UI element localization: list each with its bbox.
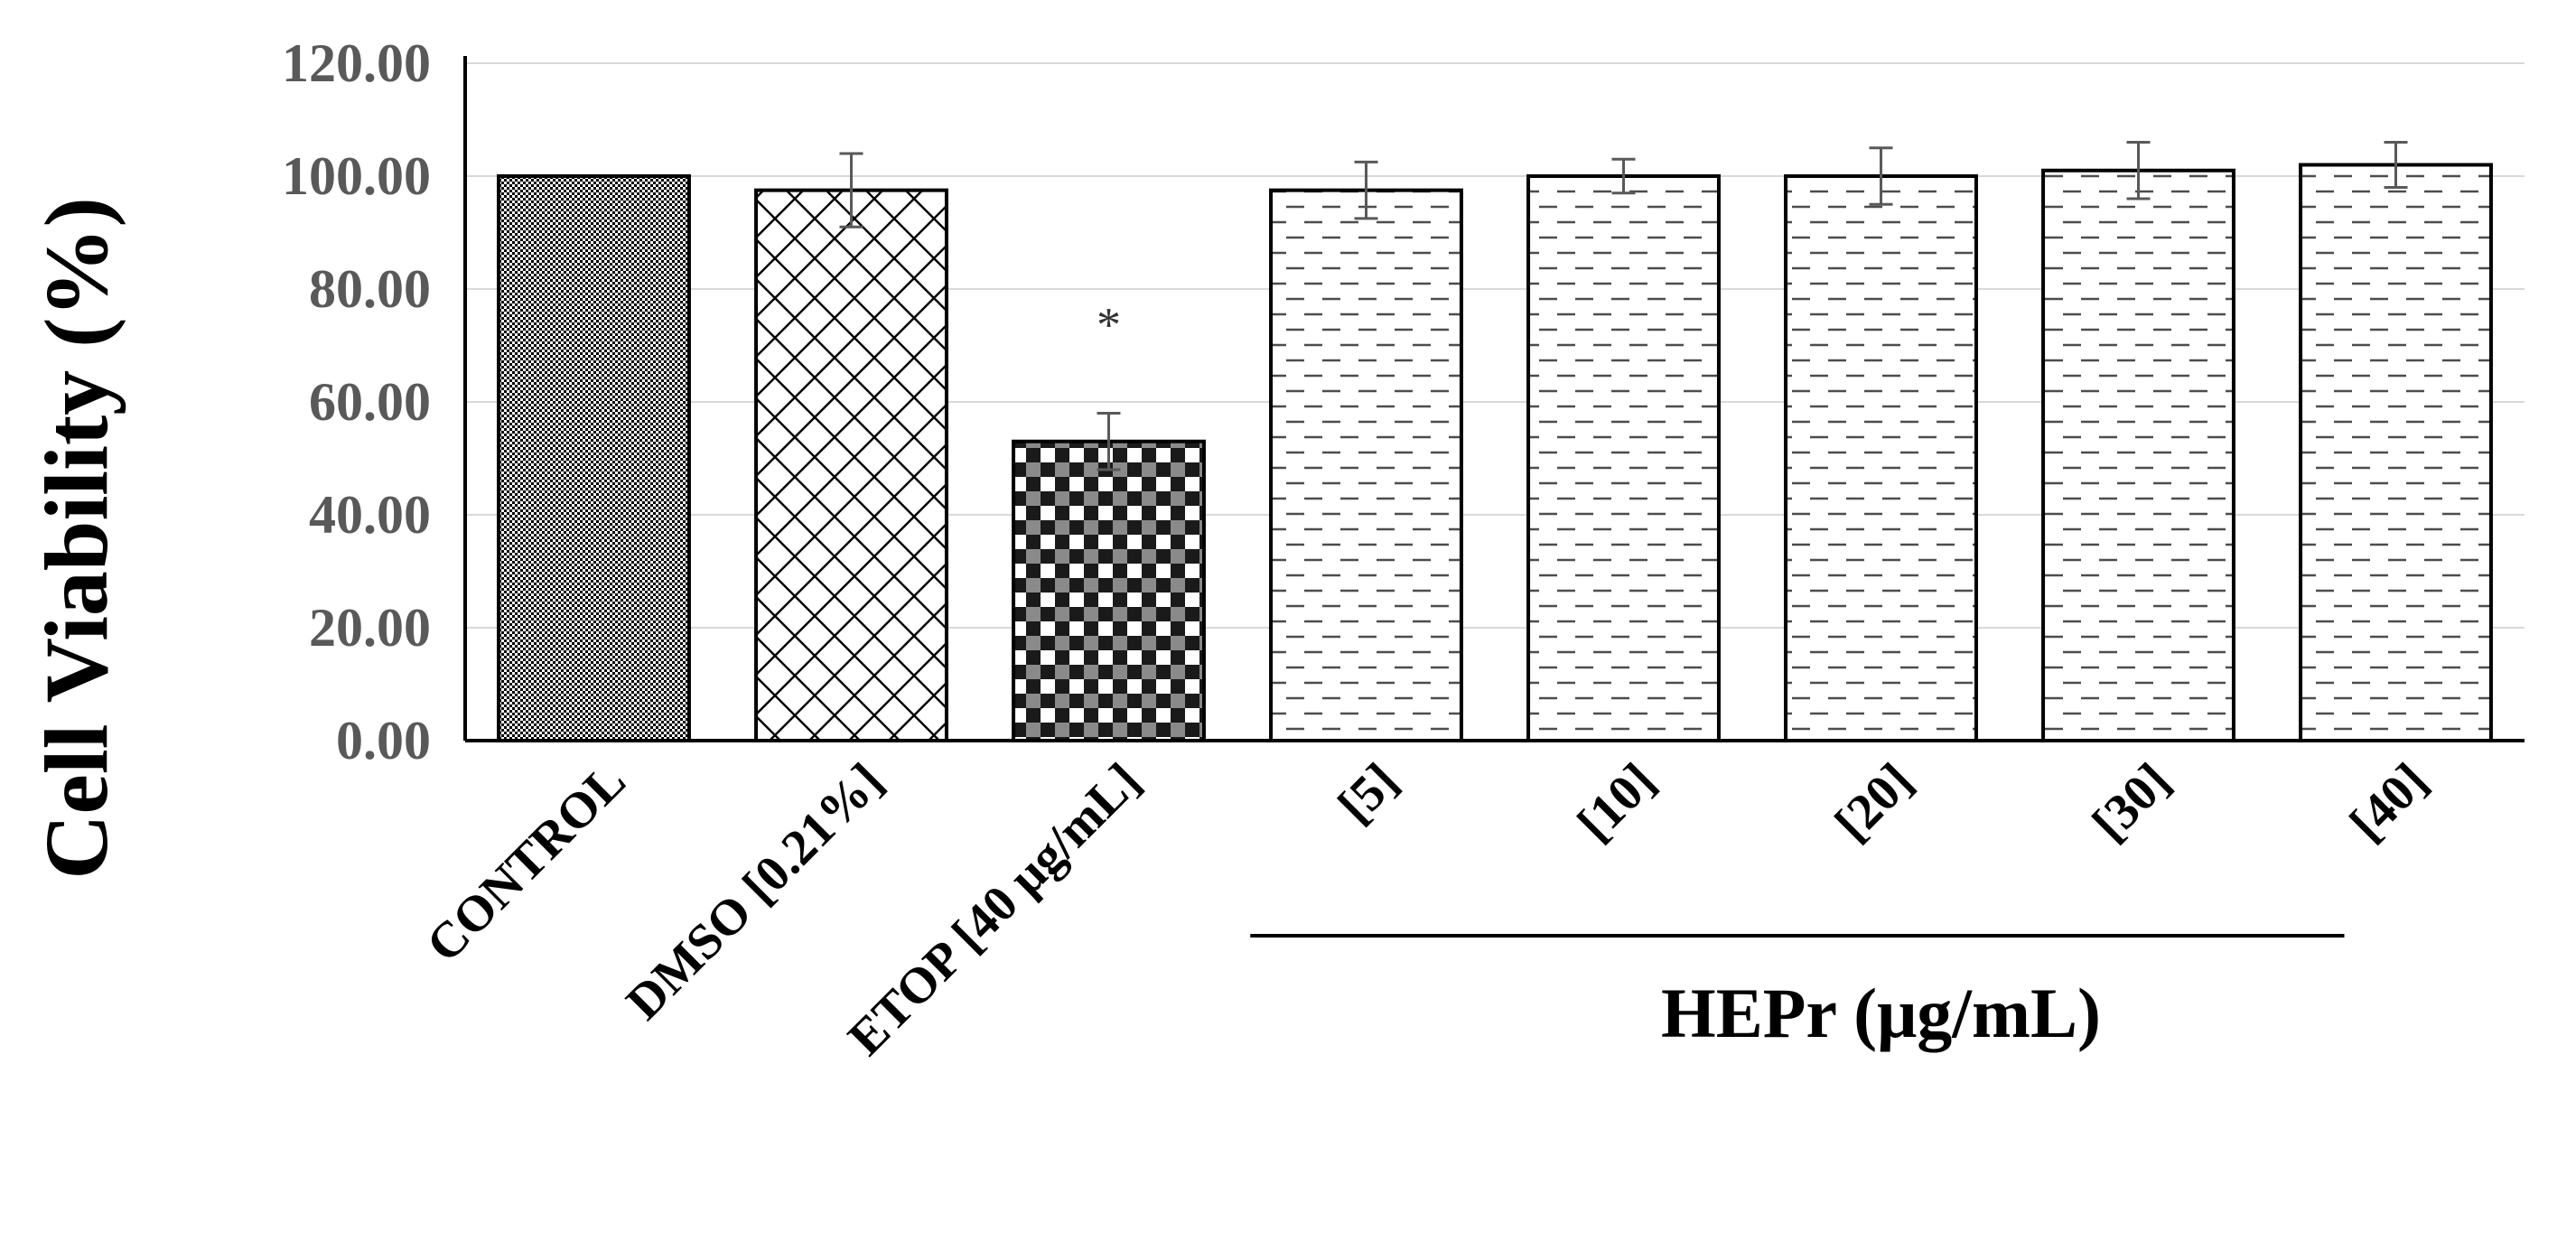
group-bracket: HEPr (μg/mL) [1250, 934, 2345, 1052]
y-tick-label-0: 0.00 [336, 711, 431, 770]
error-bar-2 [1097, 412, 1121, 471]
y-tick-labels: 0.00 20.00 40.00 60.00 80.00 100.00 120.00 [282, 33, 431, 770]
bar-7 [2299, 163, 2493, 742]
x-tick-label-4: [10] [1567, 752, 1666, 852]
x-tick-label-0: CONTROL [416, 752, 637, 973]
bar-1 [754, 188, 948, 742]
significance-marker-0: * [1097, 298, 1121, 352]
y-tick-label-1: 20.00 [309, 598, 431, 658]
error-bar-1 [839, 152, 863, 229]
x-tick-label-5: [20] [1825, 752, 1924, 852]
error-bar-5 [1869, 146, 1893, 206]
y-tick-label-5: 100.00 [282, 146, 431, 206]
error-bar-6 [2126, 141, 2151, 201]
y-tick-label-3: 60.00 [309, 372, 431, 432]
y-tick-label-2: 40.00 [309, 485, 431, 545]
y-axis-label: Cell Viability (%) [26, 197, 126, 880]
x-tick-label-7: [40] [2339, 752, 2439, 852]
annotations: * [1097, 298, 1121, 352]
x-tick-label-1: DMSO [0.21%] [616, 752, 894, 1031]
axes [463, 56, 2525, 742]
error-bar-3 [1354, 160, 1378, 220]
y-tick-label-6: 120.00 [282, 33, 431, 93]
bar-3 [1269, 188, 1463, 742]
error-bars [839, 141, 2408, 471]
group-label: HEPr (μg/mL) [1661, 974, 2101, 1052]
bars [497, 163, 2493, 742]
x-tick-label-3: [5] [1328, 752, 1409, 834]
x-tick-label-6: [30] [2082, 752, 2181, 852]
bar-4 [1526, 174, 1721, 742]
error-bar-4 [1611, 157, 1636, 195]
y-tick-label-4: 80.00 [309, 259, 431, 319]
bar-5 [1784, 174, 1978, 742]
error-bar-7 [2384, 141, 2408, 189]
bar-0 [497, 174, 691, 742]
bar-2 [1012, 439, 1206, 742]
bar-6 [2041, 168, 2235, 742]
